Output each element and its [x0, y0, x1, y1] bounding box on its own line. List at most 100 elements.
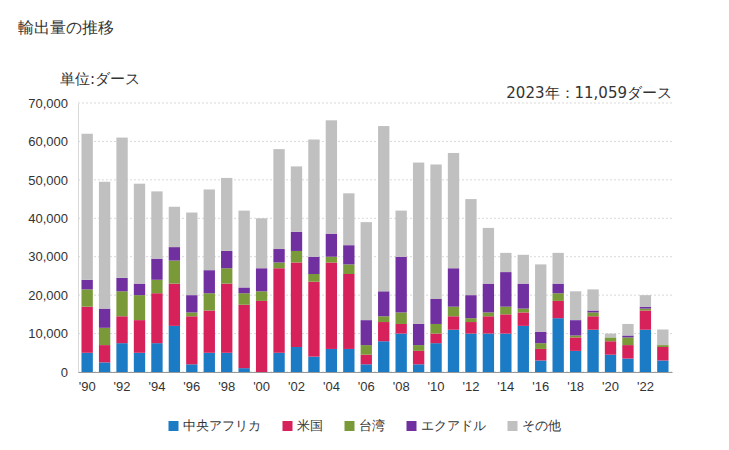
bar [204, 189, 215, 270]
annotation: 2023年：11,059ダース [506, 84, 672, 102]
bar [204, 311, 215, 353]
bar [134, 184, 145, 284]
x-tick: '16 [532, 372, 549, 394]
bar [657, 345, 668, 347]
bar [657, 330, 668, 346]
bar [343, 274, 354, 349]
bar [483, 284, 494, 313]
x-tick-label: '92 [114, 379, 131, 394]
bar [204, 353, 215, 372]
x-tick: '22 [637, 372, 654, 394]
bar [640, 309, 651, 311]
legend-item: エクアドル [407, 418, 486, 433]
bar [430, 334, 441, 344]
chart: 輸出量の推移単位:ダース2023年：11,059ダース010,00020,000… [0, 0, 729, 450]
bar [553, 284, 564, 294]
grid-line [78, 372, 672, 373]
bar [535, 360, 546, 372]
bar [221, 284, 232, 353]
bar [483, 228, 494, 284]
bar [587, 316, 598, 329]
bar [570, 337, 581, 350]
bar [151, 343, 162, 372]
bar [448, 268, 459, 306]
x-tick-label: '18 [567, 379, 584, 394]
bar [308, 282, 319, 357]
bar [378, 291, 389, 316]
legend-swatch [508, 421, 518, 431]
bar [326, 234, 337, 257]
x-tick-label: '00 [253, 379, 270, 394]
x-axis: '90'92'94'96'98'00'02'04'06'08'10'12'14'… [79, 372, 673, 394]
bar [657, 347, 668, 360]
bar [291, 232, 302, 251]
bar [326, 257, 337, 263]
bar [186, 213, 197, 296]
legend-label: その他 [522, 418, 561, 433]
grid-line [78, 103, 672, 104]
bar [500, 307, 511, 315]
bar [361, 345, 372, 355]
bar [448, 307, 459, 317]
bar [116, 316, 127, 343]
legend-swatch [407, 421, 417, 431]
bar [570, 335, 581, 337]
bar [361, 364, 372, 372]
x-tick-label: '20 [602, 379, 619, 394]
y-tick: 0 [61, 365, 78, 380]
y-tick: 50,000 [28, 173, 78, 188]
bar [308, 257, 319, 274]
x-tick: '92 [114, 372, 131, 394]
y-tick-label: 20,000 [28, 288, 68, 303]
bar [640, 330, 651, 372]
bar [570, 291, 581, 320]
y-tick: 70,000 [28, 96, 78, 111]
x-tick: '18 [567, 372, 584, 394]
bar [169, 261, 180, 284]
bar [413, 351, 424, 364]
bar [587, 311, 598, 313]
bar [343, 349, 354, 372]
legend-item: 米国 [283, 418, 323, 433]
bar [134, 295, 145, 320]
legend-item: その他 [508, 418, 561, 433]
bar [116, 138, 127, 278]
x-tick-label: '06 [358, 379, 375, 394]
bar [465, 334, 476, 372]
bar [343, 264, 354, 274]
legend-label: 台湾 [359, 418, 385, 433]
bar [483, 312, 494, 316]
bar [483, 316, 494, 333]
x-tick-label: '02 [288, 379, 305, 394]
x-tick: '04 [323, 372, 340, 394]
legend: 中央アフリカ米国台湾エクアドルその他 [169, 418, 561, 433]
bar [378, 322, 389, 341]
y-tick: 20,000 [28, 288, 78, 303]
bar [221, 178, 232, 251]
bar [273, 262, 284, 268]
bar [500, 253, 511, 272]
bar [134, 320, 145, 353]
bar [622, 324, 633, 336]
bar [361, 355, 372, 365]
x-tick-label: '10 [428, 379, 445, 394]
bar [238, 211, 249, 288]
x-tick: '08 [393, 372, 410, 394]
bar [395, 257, 406, 313]
bar [622, 345, 633, 358]
bar [535, 332, 546, 344]
bar [448, 330, 459, 372]
bar [81, 134, 92, 280]
series [81, 120, 668, 345]
bar [134, 284, 145, 296]
bar [622, 337, 633, 345]
bar [430, 324, 441, 334]
bar [273, 249, 284, 262]
bar [465, 318, 476, 322]
bar [605, 341, 616, 354]
x-tick: '12 [462, 372, 479, 394]
bar [395, 211, 406, 257]
bar [169, 207, 180, 247]
bar [500, 272, 511, 307]
bar [500, 334, 511, 372]
